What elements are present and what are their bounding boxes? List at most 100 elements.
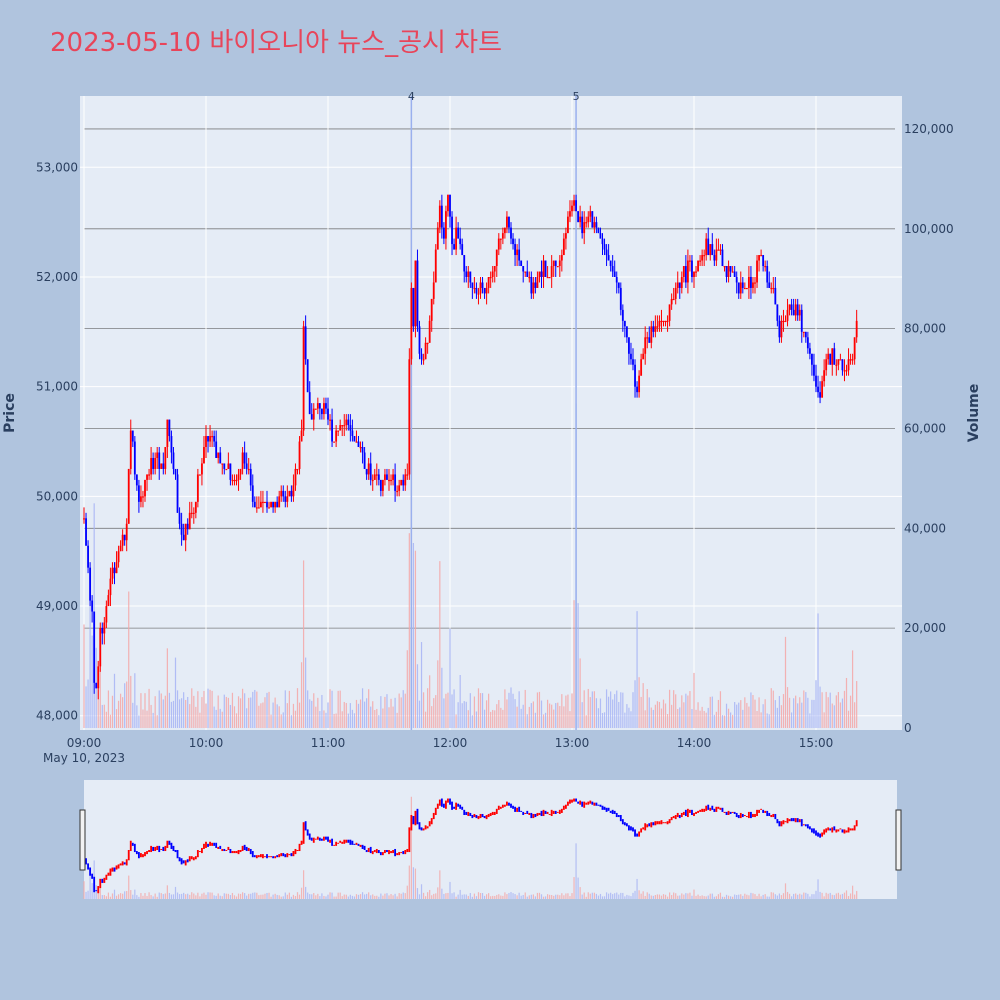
candle-body <box>819 392 821 398</box>
volume-bar <box>307 690 309 728</box>
preview-candle <box>272 856 275 859</box>
preview-volume-bar <box>646 892 648 899</box>
volume-bar <box>685 693 687 728</box>
preview-volume-bar <box>101 895 103 899</box>
volume-bar <box>689 691 691 728</box>
preview-volume-bar <box>530 894 532 899</box>
preview-candle <box>684 809 687 817</box>
volume-bar <box>99 661 101 728</box>
volume-bar <box>130 675 132 728</box>
preview-volume-bar <box>801 894 803 899</box>
preview-candle <box>493 811 496 815</box>
preview-volume-bar <box>136 895 138 899</box>
volume-bar <box>577 603 579 728</box>
volume-bar <box>699 710 701 728</box>
preview-candle <box>711 805 714 810</box>
volume-bar <box>455 714 457 728</box>
candle-body <box>823 370 826 382</box>
volume-bar <box>276 704 278 728</box>
preview-volume-bar <box>494 895 496 899</box>
preview-volume-bar <box>229 895 232 899</box>
candle-body <box>567 216 569 234</box>
candle-body <box>573 200 575 206</box>
volume-bar <box>664 703 667 728</box>
volume-bar <box>841 698 844 728</box>
candle-body <box>91 600 94 612</box>
preview-candle <box>333 844 336 846</box>
volume-bar <box>632 692 634 728</box>
candle-body <box>802 331 805 334</box>
preview-candle <box>808 826 811 830</box>
volume-bar <box>555 703 557 728</box>
candle-body <box>174 468 177 475</box>
preview-volume-bar <box>347 896 349 899</box>
volume-bar <box>671 704 673 728</box>
preview-candle <box>778 821 781 827</box>
preview-candle <box>668 819 671 824</box>
volume-tick-label: 40,000 <box>904 521 946 535</box>
candle-body <box>152 457 155 469</box>
preview-volume-bar <box>473 893 476 899</box>
candle-body <box>583 222 586 234</box>
volume-bar <box>400 697 402 728</box>
preview-candle <box>530 812 533 819</box>
preview-volume-bar <box>504 892 506 899</box>
candle-body <box>621 309 624 321</box>
volume-bar <box>164 695 166 728</box>
preview-volume-bar <box>750 892 752 899</box>
preview-candle <box>638 831 641 837</box>
candle-body <box>381 479 384 491</box>
candle-body <box>609 260 612 267</box>
candle-body <box>375 474 378 476</box>
volume-bar <box>815 680 817 728</box>
preview-candle <box>327 836 329 842</box>
volume-bar <box>172 700 175 728</box>
volume-bar <box>599 698 602 728</box>
candle-body <box>164 447 167 469</box>
preview-volume-bar <box>429 889 431 899</box>
volume-bar <box>465 701 467 728</box>
preview-volume-bar <box>166 885 168 899</box>
preview-volume-bar <box>837 892 839 899</box>
range-slider-right-handle[interactable] <box>895 809 902 871</box>
candle-body <box>298 441 301 469</box>
candle-body <box>125 523 128 541</box>
volume-bar <box>274 697 276 728</box>
preview-candle <box>650 822 653 828</box>
volume-bar <box>644 710 646 728</box>
preview-candle <box>430 818 433 825</box>
volume-bar <box>178 699 181 728</box>
candle-body <box>320 408 323 415</box>
preview-volume-bar <box>132 894 134 899</box>
preview-candle <box>160 848 163 850</box>
candle-body <box>335 430 338 442</box>
preview-candle <box>406 848 409 853</box>
candle-body <box>249 468 252 486</box>
candle-body <box>176 474 179 513</box>
candle-body <box>316 403 319 409</box>
volume-bar <box>449 628 451 728</box>
preview-candle <box>123 862 126 865</box>
preview-candle <box>394 848 397 857</box>
preview-candle <box>410 815 413 831</box>
volume-bar <box>691 709 693 728</box>
preview-volume-bar <box>823 896 825 899</box>
candle-body <box>229 463 232 480</box>
candle-body <box>792 309 795 316</box>
range-slider-left-handle[interactable] <box>79 809 86 871</box>
candle-body <box>93 611 96 683</box>
preview-volume-bar <box>241 892 244 899</box>
volume-bar <box>835 695 837 728</box>
volume-bar <box>534 712 537 728</box>
preview-volume-bar <box>349 894 351 899</box>
preview-volume-bar <box>805 892 807 899</box>
candle-body <box>837 359 840 365</box>
candle-body <box>414 260 417 327</box>
preview-candle <box>518 806 521 812</box>
preview-candle <box>178 857 181 862</box>
candle-body <box>680 276 683 288</box>
preview-volume-bar <box>205 894 207 899</box>
candle-body <box>384 474 386 480</box>
preview-candle <box>487 813 490 818</box>
preview-volume-bar <box>522 895 524 899</box>
